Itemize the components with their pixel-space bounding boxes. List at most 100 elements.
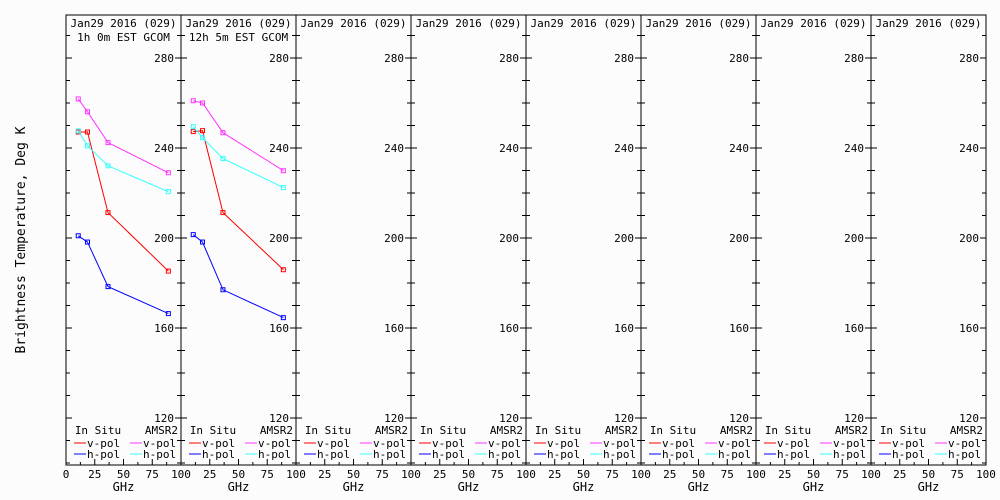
legend-label: h-pol bbox=[777, 448, 810, 461]
panel-7: 120 160 200 240 280 25 50 75 100 GHz Jan29 2016 (0… bbox=[755, 14, 881, 494]
series-line-amsr2_v bbox=[77, 98, 169, 174]
x-tick-label: 100 bbox=[746, 468, 766, 481]
x-tick-label: 75 bbox=[606, 468, 619, 481]
data-point-insitu_h bbox=[190, 232, 196, 238]
y-tick-label: 120 bbox=[154, 412, 174, 425]
x-tick-label: 100 bbox=[401, 468, 421, 481]
legend-group-label: In Situ bbox=[420, 424, 466, 437]
legend-group-label: AMSR2 bbox=[375, 424, 408, 437]
data-point-insitu_h bbox=[280, 315, 286, 321]
y-tick-label: 200 bbox=[729, 232, 749, 245]
y-tick-label: 280 bbox=[614, 52, 634, 65]
x-tick-label: 50 bbox=[922, 468, 935, 481]
panel-title: Jan29 2016 (029) bbox=[416, 17, 522, 30]
panel-title: Jan29 2016 (029) bbox=[761, 17, 867, 30]
data-point-amsr2_v bbox=[85, 109, 91, 115]
data-point-amsr2_v bbox=[105, 140, 111, 146]
y-tick-label: 280 bbox=[269, 52, 289, 65]
data-point-insitu_h bbox=[75, 233, 81, 239]
legend-group-label: In Situ bbox=[880, 424, 926, 437]
data-point-amsr2_h bbox=[200, 135, 206, 141]
legend-label: h-pol bbox=[258, 448, 291, 461]
x-tick-label: 50 bbox=[577, 468, 590, 481]
x-tick-label: 25 bbox=[893, 468, 906, 481]
y-tick-label: 120 bbox=[959, 412, 979, 425]
y-tick-label: 200 bbox=[844, 232, 864, 245]
legend-label: h-pol bbox=[87, 448, 120, 461]
legend-label: v-pol bbox=[662, 437, 695, 450]
x-tick-label: 25 bbox=[318, 468, 331, 481]
y-tick-label: 200 bbox=[499, 232, 519, 245]
y-tick-label: 280 bbox=[384, 52, 404, 65]
data-point-amsr2_v bbox=[280, 168, 286, 174]
panel-title: Jan29 2016 (029) bbox=[186, 17, 292, 30]
legend-group-label: AMSR2 bbox=[145, 424, 178, 437]
legend-group-label: AMSR2 bbox=[605, 424, 638, 437]
y-tick-label: 200 bbox=[384, 232, 404, 245]
x-tick-label: 25 bbox=[433, 468, 446, 481]
y-tick-label: 160 bbox=[614, 322, 634, 335]
legend-label: h-pol bbox=[892, 448, 925, 461]
x-tick-label: 100 bbox=[171, 468, 191, 481]
legend-label: h-pol bbox=[488, 448, 521, 461]
y-tick-label: 200 bbox=[269, 232, 289, 245]
data-point-amsr2_v bbox=[190, 98, 196, 104]
legend-label: h-pol bbox=[948, 448, 981, 461]
x-axis-label: GHz bbox=[688, 480, 710, 494]
x-tick-label: 75 bbox=[951, 468, 964, 481]
data-point-amsr2_h bbox=[165, 189, 171, 195]
data-point-insitu_v bbox=[105, 210, 111, 216]
legend-group-label: AMSR2 bbox=[490, 424, 523, 437]
data-point-insitu_h bbox=[105, 284, 111, 290]
series-line-insitu_v bbox=[193, 130, 284, 271]
data-point-insitu_v bbox=[190, 129, 196, 135]
x-axis-label: GHz bbox=[803, 480, 825, 494]
y-tick-label: 200 bbox=[154, 232, 174, 245]
y-tick-label: 200 bbox=[614, 232, 634, 245]
legend-label: h-pol bbox=[547, 448, 580, 461]
panel-2: 120 160 200 240 280 25 50 75 100 GHz Jan29 2016 (0… bbox=[180, 14, 306, 494]
series-line-amsr2_h bbox=[77, 130, 169, 193]
x-axis-label: GHz bbox=[113, 480, 135, 494]
y-tick-label: 120 bbox=[614, 412, 634, 425]
x-tick-label: 25 bbox=[778, 468, 791, 481]
legend-label: h-pol bbox=[718, 448, 751, 461]
y-tick-label: 240 bbox=[844, 142, 864, 155]
y-tick-label: 160 bbox=[729, 322, 749, 335]
y-axis-label: Brightness Temperature, Deg K bbox=[14, 126, 29, 353]
legend-group-label: In Situ bbox=[650, 424, 696, 437]
data-point-amsr2_h bbox=[85, 143, 91, 149]
y-tick-label: 240 bbox=[729, 142, 749, 155]
legend-group-label: AMSR2 bbox=[835, 424, 868, 437]
legend-label: h-pol bbox=[432, 448, 465, 461]
legend-label: h-pol bbox=[833, 448, 866, 461]
x-tick-label: 25 bbox=[88, 468, 101, 481]
y-tick-label: 240 bbox=[269, 142, 289, 155]
panel-1: 120 160 200 240 280 0 25 50 75 100 GHz Jan29 2016 (… bbox=[63, 14, 191, 494]
y-tick-label: 240 bbox=[384, 142, 404, 155]
y-tick-label: 160 bbox=[269, 322, 289, 335]
x-axis-label: GHz bbox=[458, 480, 480, 494]
data-point-amsr2_h bbox=[190, 124, 196, 130]
x-tick-label: 75 bbox=[376, 468, 389, 481]
panel-5: 120 160 200 240 280 25 50 75 100 GHz Jan29 2016 (0… bbox=[525, 14, 651, 494]
series-line-insitu_h bbox=[77, 235, 169, 315]
y-tick-label: 120 bbox=[384, 412, 404, 425]
legend-label: v-pol bbox=[892, 437, 925, 450]
x-axis-label: GHz bbox=[343, 480, 365, 494]
data-point-amsr2_v bbox=[220, 130, 226, 136]
y-tick-label: 160 bbox=[959, 322, 979, 335]
data-point-amsr2_h bbox=[220, 156, 226, 162]
legend-label: h-pol bbox=[317, 448, 350, 461]
y-tick-label: 240 bbox=[959, 142, 979, 155]
y-tick-label: 160 bbox=[154, 322, 174, 335]
y-tick-label: 280 bbox=[729, 52, 749, 65]
y-tick-label: 120 bbox=[269, 412, 289, 425]
y-tick-label: 160 bbox=[384, 322, 404, 335]
